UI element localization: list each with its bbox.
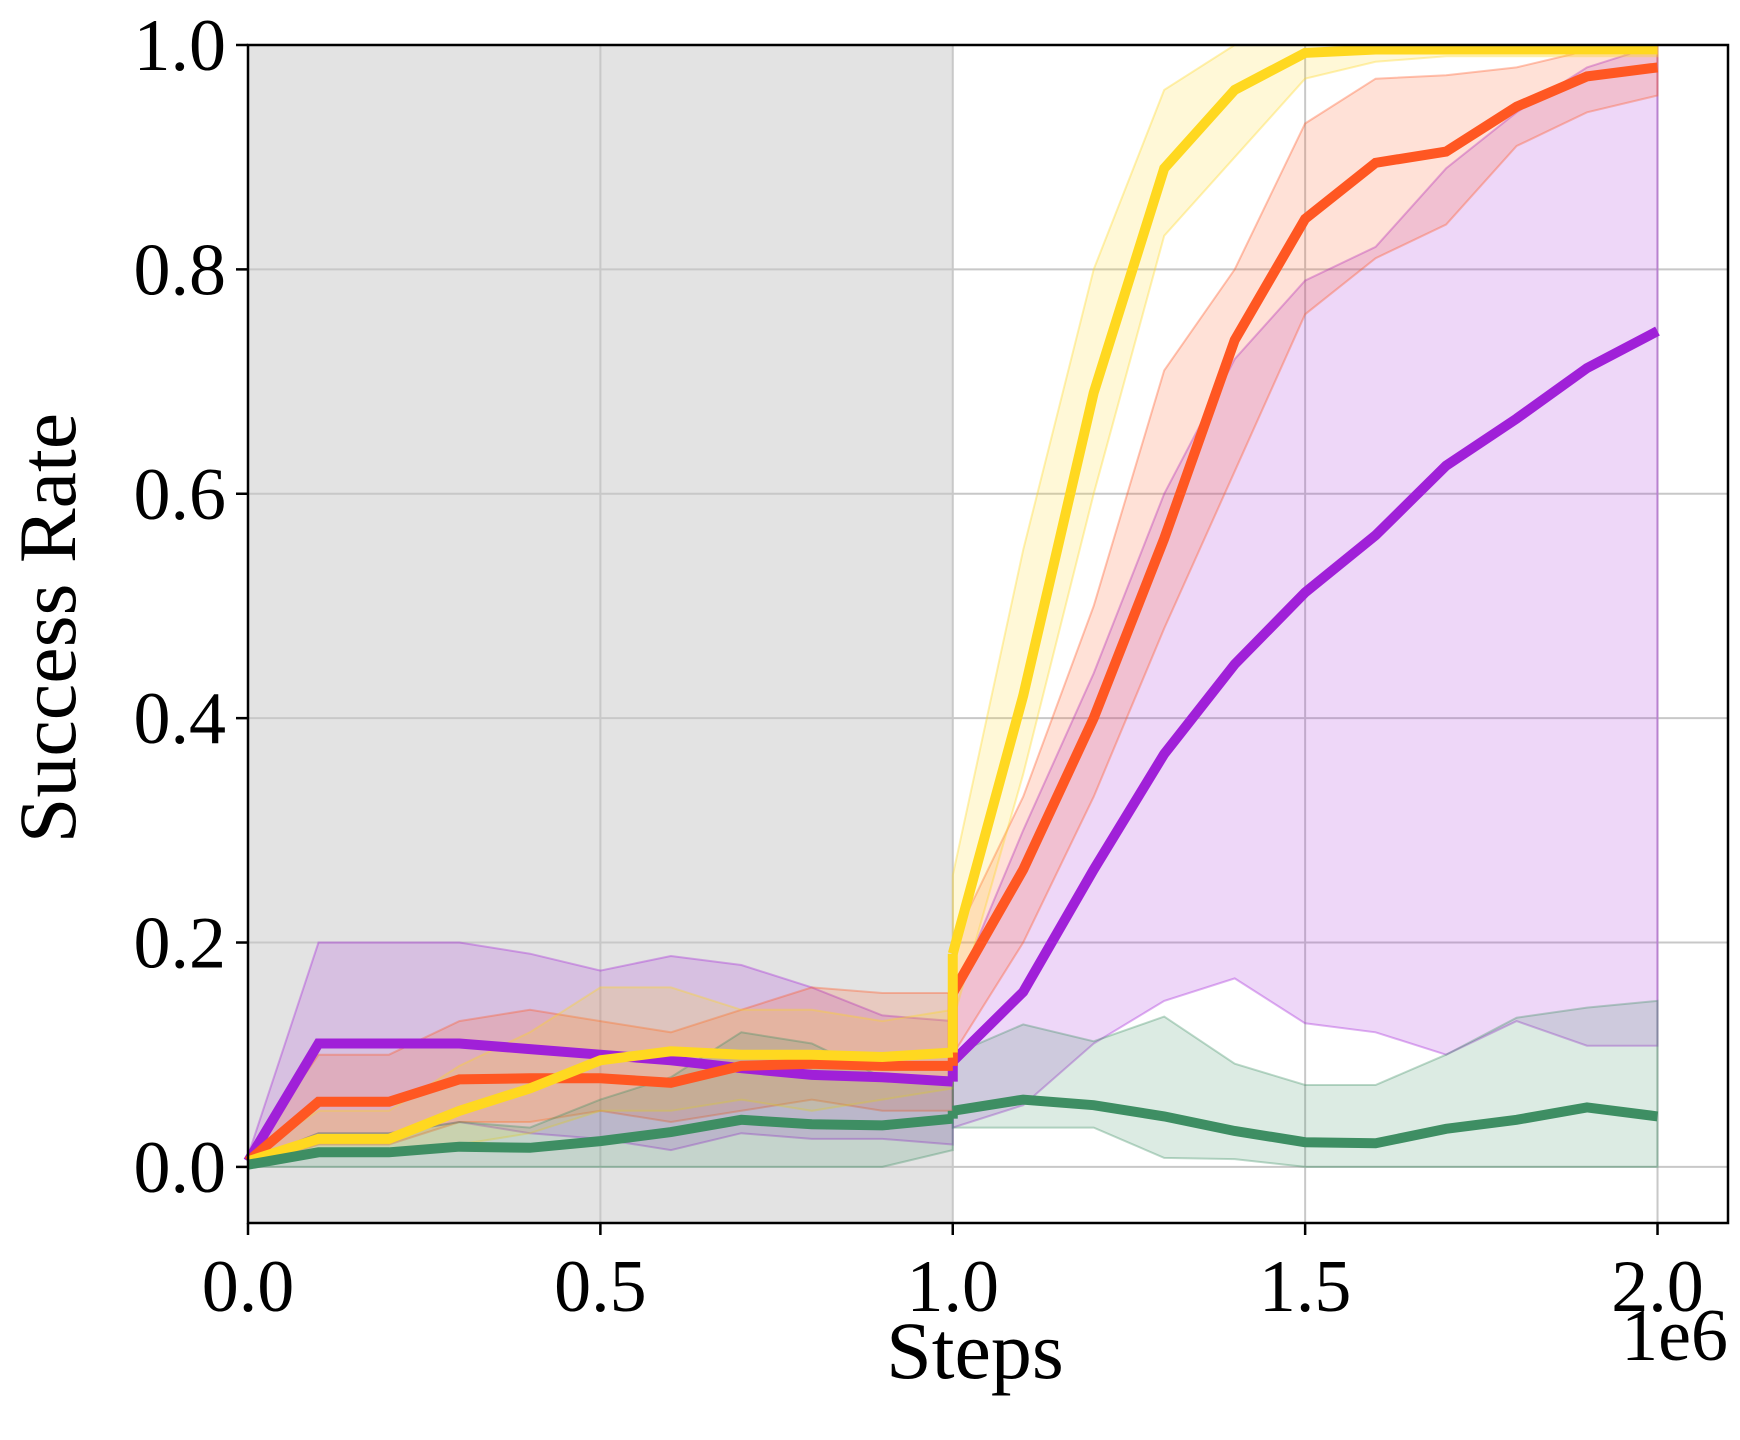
y-tick-label: 0.4 bbox=[134, 678, 227, 760]
y-tick-label: 0.0 bbox=[134, 1127, 227, 1209]
y-tick-label: 0.8 bbox=[134, 229, 227, 311]
x-axis-offset-label: 1e6 bbox=[1621, 1295, 1728, 1377]
y-axis-label: Success Rate bbox=[2, 413, 93, 843]
x-tick-label: 1.5 bbox=[1259, 1246, 1352, 1328]
x-tick-label: 0.0 bbox=[202, 1246, 295, 1328]
axes: 0.0 0.5 1.0 1.5 2.0 0.0 0.2 0.4 0.6 0.8 1.0 bbox=[134, 5, 1730, 1328]
x-axis-label: Steps bbox=[886, 1305, 1064, 1396]
y-tick-label: 0.2 bbox=[134, 903, 227, 985]
plot-frame bbox=[246, 43, 1730, 1225]
y-tick-label: 1.0 bbox=[134, 5, 227, 87]
x-tick-label: 2.0 bbox=[1611, 1246, 1704, 1328]
plot-area bbox=[243, 43, 1728, 1223]
y-tick-label: 0.6 bbox=[134, 454, 227, 536]
x-tick-label: 0.5 bbox=[554, 1246, 647, 1328]
series-1-band-after bbox=[951, 43, 1659, 1059]
x-tick-label: 1.0 bbox=[907, 1246, 1000, 1328]
